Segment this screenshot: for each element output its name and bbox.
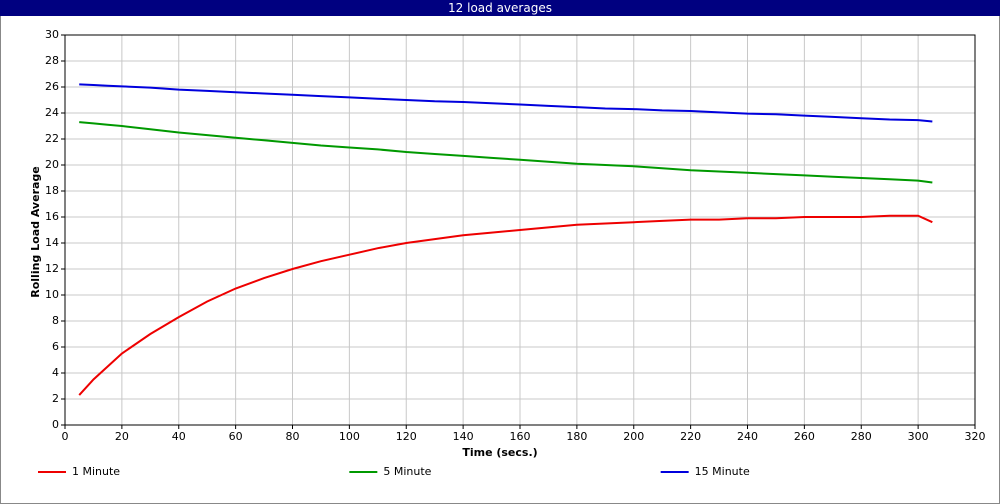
y-tick-label: 14 bbox=[45, 236, 59, 249]
x-tick-label: 100 bbox=[339, 430, 360, 443]
x-tick-label: 320 bbox=[965, 430, 986, 443]
x-tick-label: 180 bbox=[566, 430, 587, 443]
line-series bbox=[79, 83, 933, 123]
y-tick-label: 20 bbox=[45, 158, 59, 171]
y-tick-label: 24 bbox=[45, 106, 59, 119]
x-tick-label: 40 bbox=[172, 430, 186, 443]
y-axis-label: Rolling Load Average bbox=[29, 166, 42, 298]
y-tick-label: 2 bbox=[52, 392, 59, 405]
y-tick-label: 26 bbox=[45, 80, 59, 93]
x-tick-label: 120 bbox=[396, 430, 417, 443]
x-tick-label: 280 bbox=[851, 430, 872, 443]
x-tick-label: 140 bbox=[453, 430, 474, 443]
y-tick-label: 22 bbox=[45, 132, 59, 145]
y-tick-label: 8 bbox=[52, 314, 59, 327]
x-tick-label: 60 bbox=[229, 430, 243, 443]
y-tick-label: 4 bbox=[52, 366, 59, 379]
x-axis-label: Time (secs.) bbox=[462, 446, 537, 459]
legend-label: 1 Minute bbox=[72, 465, 120, 478]
x-tick-label: 160 bbox=[510, 430, 531, 443]
y-tick-label: 10 bbox=[45, 288, 59, 301]
x-tick-label: 0 bbox=[62, 430, 69, 443]
line-series bbox=[78, 214, 933, 396]
y-tick-label: 18 bbox=[45, 184, 59, 197]
x-tick-label: 260 bbox=[794, 430, 815, 443]
y-tick-label: 16 bbox=[45, 210, 59, 223]
legend-label: 15 Minute bbox=[695, 465, 750, 478]
y-tick-label: 30 bbox=[45, 28, 59, 41]
y-tick-label: 12 bbox=[45, 262, 59, 275]
y-tick-label: 28 bbox=[45, 54, 59, 67]
chart-title: 12 load averages bbox=[448, 1, 552, 15]
x-tick-label: 200 bbox=[623, 430, 644, 443]
x-tick-label: 20 bbox=[115, 430, 129, 443]
y-tick-label: 0 bbox=[52, 418, 59, 431]
line-series bbox=[79, 121, 933, 184]
title-bar bbox=[0, 0, 1000, 16]
plot-border bbox=[64, 34, 976, 426]
x-tick-label: 240 bbox=[737, 430, 758, 443]
legend-label: 5 Minute bbox=[383, 465, 431, 478]
y-tick-label: 6 bbox=[52, 340, 59, 353]
x-tick-label: 220 bbox=[680, 430, 701, 443]
x-tick-label: 300 bbox=[908, 430, 929, 443]
x-tick-label: 80 bbox=[286, 430, 300, 443]
